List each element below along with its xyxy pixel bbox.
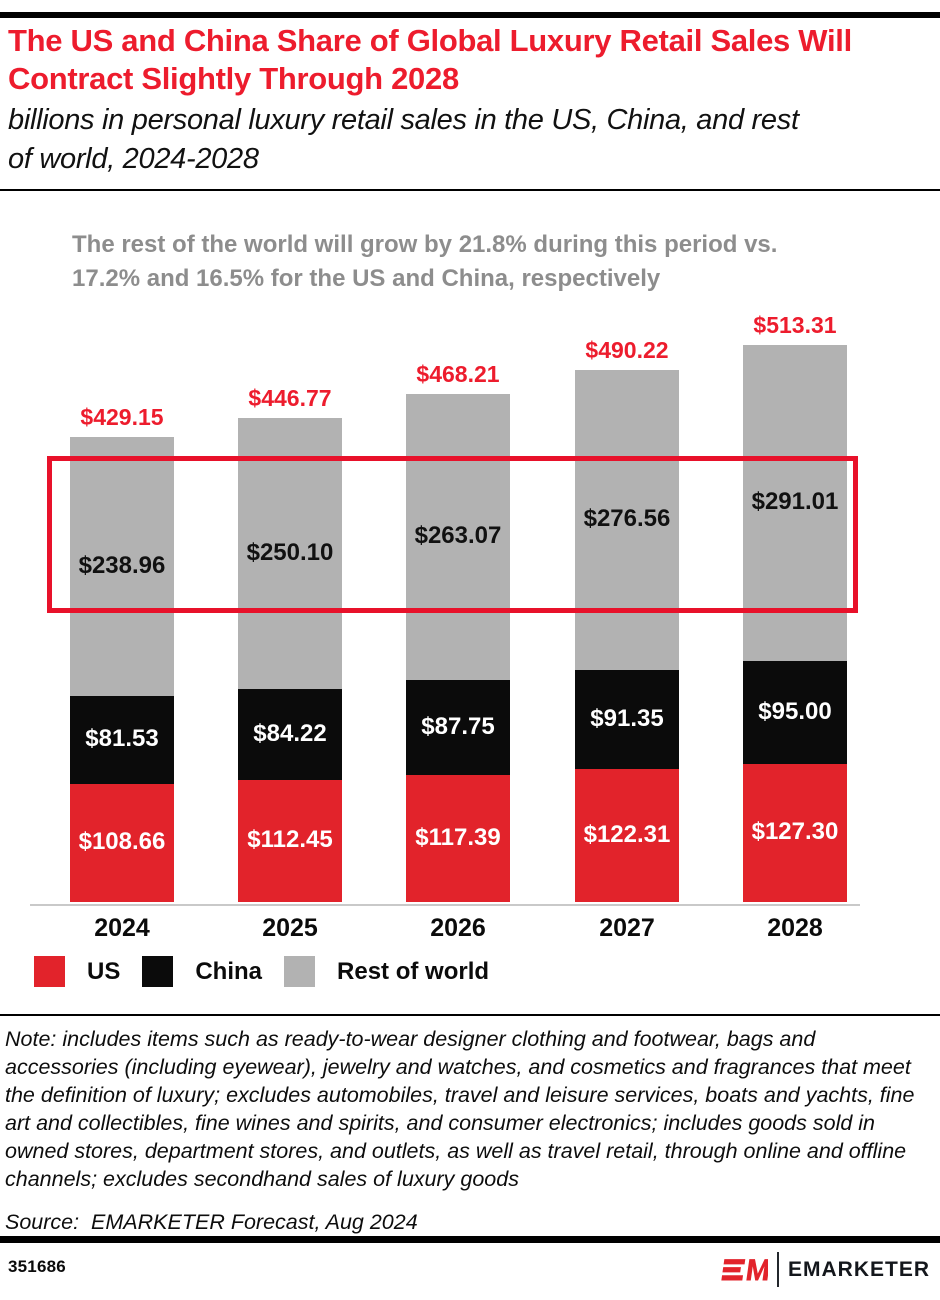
stacked-bar-chart: $108.66 $81.53 $238.96 $429.15 $112.45 $84.22… bbox=[0, 300, 940, 960]
value-label-rest-of-world-2027: $276.56 bbox=[583, 505, 671, 532]
value-label-china-2026: $87.75 bbox=[421, 712, 495, 740]
total-label-2024: $429.15 bbox=[80, 404, 164, 430]
total-label-2027: $490.22 bbox=[585, 337, 669, 363]
bar-segment-rest-of-world-2027 bbox=[575, 370, 679, 670]
total-label-2028: $513.31 bbox=[753, 312, 837, 338]
chart-id: 351686 bbox=[8, 1257, 66, 1276]
bar-segment-china-2028 bbox=[743, 661, 847, 764]
x-tick-2026: 2026 bbox=[430, 914, 486, 942]
total-label-2025: $446.77 bbox=[248, 385, 332, 411]
legend-label-us: US bbox=[87, 957, 121, 985]
bar-segment-rest-of-world-2024 bbox=[70, 437, 174, 696]
legend-item-rest-of-world: Rest of world bbox=[284, 956, 489, 987]
x-axis-line bbox=[30, 904, 860, 906]
bar-segment-china-2025 bbox=[238, 689, 342, 780]
logo-wordmark: EMARKETER bbox=[787, 1257, 930, 1281]
emarketer-em-icon bbox=[721, 1258, 768, 1280]
us-swatch-icon bbox=[34, 956, 65, 987]
bar-segment-us-2027 bbox=[575, 769, 679, 902]
highlight-box bbox=[47, 456, 858, 613]
bar-segment-us-2026 bbox=[406, 775, 510, 902]
bar-segment-china-2026 bbox=[406, 680, 510, 775]
value-label-us-2025: $112.45 bbox=[247, 826, 333, 853]
chart-annotation: The rest of the world will grow by 21.8%… bbox=[72, 231, 778, 292]
x-tick-2025: 2025 bbox=[262, 914, 318, 942]
chart-legend: US China Rest of world bbox=[34, 956, 489, 987]
value-label-china-2024: $81.53 bbox=[85, 725, 159, 752]
bar-segment-us-2025 bbox=[238, 780, 342, 902]
emarketer-logo: EMARKETER bbox=[718, 1252, 930, 1287]
x-tick-2027: 2027 bbox=[599, 914, 655, 942]
value-label-rest-of-world-2028: $291.01 bbox=[751, 488, 839, 515]
total-label-2026: $468.21 bbox=[416, 361, 500, 387]
title-divider bbox=[0, 189, 940, 191]
note-divider bbox=[0, 1014, 940, 1016]
bar-segment-china-2024 bbox=[70, 696, 174, 784]
value-label-rest-of-world-2026: $263.07 bbox=[414, 522, 502, 549]
value-label-china-2025: $84.22 bbox=[253, 719, 327, 747]
legend-item-us: US bbox=[34, 956, 120, 987]
bar-segment-rest-of-world-2025 bbox=[238, 418, 342, 689]
value-label-rest-of-world-2024: $238.96 bbox=[78, 551, 166, 579]
rest-of-world-swatch-icon bbox=[284, 956, 316, 987]
logo-divider bbox=[776, 1252, 779, 1287]
bar-segment-china-2027 bbox=[575, 670, 679, 769]
value-label-china-2027: $91.35 bbox=[590, 704, 664, 732]
x-tick-2028: 2028 bbox=[767, 914, 823, 942]
value-label-us-2027: $122.31 bbox=[583, 820, 671, 848]
page-subtitle: billions in personal luxury retail sales… bbox=[8, 104, 799, 175]
legend-label-rest-of-world: Rest of world bbox=[337, 957, 490, 985]
page-title: The US and China Share of Global Luxury … bbox=[8, 23, 852, 96]
value-label-china-2028: $95.00 bbox=[758, 697, 832, 725]
value-label-rest-of-world-2025: $250.10 bbox=[246, 538, 334, 566]
value-label-us-2026: $117.39 bbox=[415, 823, 501, 851]
note-text: Note: includes items such as ready-to-we… bbox=[5, 1027, 915, 1191]
bar-segment-us-2028 bbox=[743, 764, 847, 902]
value-label-us-2024: $108.66 bbox=[78, 828, 166, 855]
source-text: Source: EMARKETER Forecast, Aug 2024 bbox=[5, 1210, 418, 1234]
legend-item-china: China bbox=[142, 956, 262, 987]
footer-bar bbox=[0, 1236, 940, 1243]
bar-segment-rest-of-world-2026 bbox=[406, 394, 510, 680]
top-rule bbox=[0, 12, 940, 18]
x-tick-2024: 2024 bbox=[94, 914, 150, 942]
value-label-us-2028: $127.30 bbox=[751, 818, 839, 845]
legend-label-china: China bbox=[195, 957, 263, 985]
china-swatch-icon bbox=[142, 956, 174, 987]
bar-segment-us-2024 bbox=[70, 784, 174, 902]
